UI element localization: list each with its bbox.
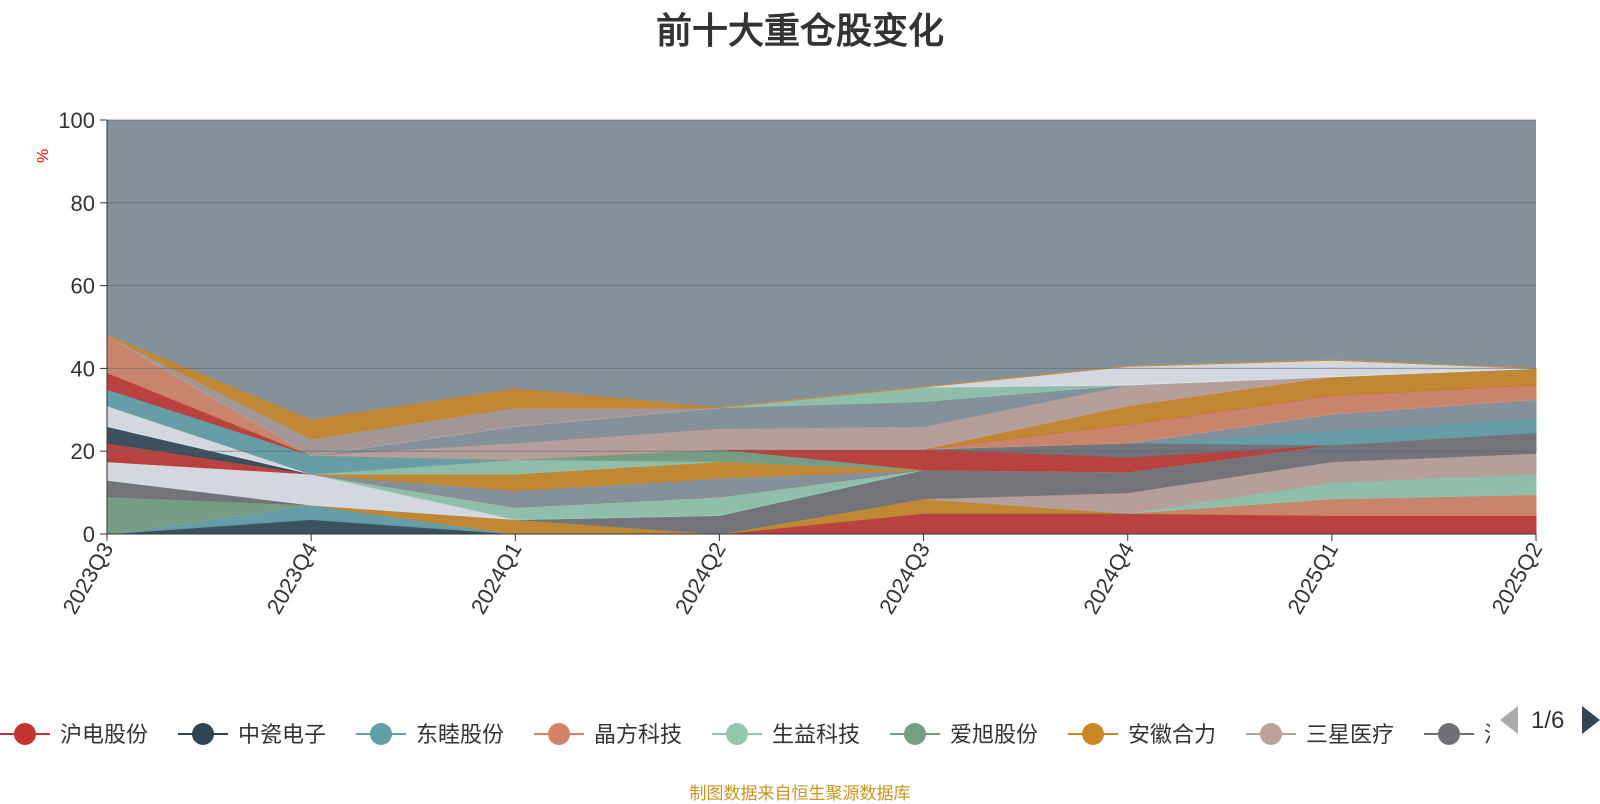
- legend-marker-icon: [548, 723, 570, 745]
- legend-marker-icon: [192, 723, 214, 745]
- legend-label: 沪: [1484, 722, 1506, 747]
- legend-marker-icon: [1438, 723, 1460, 745]
- legend-marker-icon: [1260, 723, 1282, 745]
- legend-item-东睦股份[interactable]: 东睦股份: [356, 722, 504, 747]
- legend-label: 三星医疗: [1306, 722, 1394, 747]
- legend-pager: 1/6: [1500, 706, 1600, 734]
- legend-label: 沪电股份: [60, 722, 148, 747]
- area-series-group: [106, 334, 1537, 535]
- legend-item-生益科技[interactable]: 生益科技: [712, 722, 860, 747]
- legend-item-爱旭股份[interactable]: 爱旭股份: [890, 722, 1038, 747]
- legend-label: 生益科技: [772, 722, 860, 747]
- legend-next-arrow-icon[interactable]: [1582, 706, 1600, 734]
- legend-marker-icon: [1082, 723, 1104, 745]
- y-axis-unit-label: %: [35, 149, 52, 163]
- chart-title: 前十大重仓股变化: [655, 10, 944, 51]
- x-tick-label: 2025Q1: [1282, 538, 1343, 618]
- x-tick-label: 2023Q3: [58, 538, 119, 618]
- legend-marker-icon: [904, 723, 926, 745]
- y-tick-label: 60: [71, 274, 95, 299]
- legend: 沪电股份 中瓷电子 东睦股份 晶方科技 生益科技 爱旭股份 安徽合力 三星医疗 沪: [0, 722, 1506, 747]
- legend-label: 东睦股份: [416, 722, 504, 747]
- y-tick-label: 100: [58, 108, 95, 133]
- legend-item-三星医疗[interactable]: 三星医疗: [1246, 722, 1394, 747]
- legend-prev-arrow-icon[interactable]: [1500, 706, 1518, 734]
- grid-lines: [107, 119, 1536, 452]
- x-tick-label: 2024Q1: [466, 538, 527, 618]
- legend-label: 晶方科技: [594, 722, 682, 747]
- data-source-note: 制图数据来自恒生聚源数据库: [689, 784, 911, 803]
- x-tick-label: 2023Q4: [262, 538, 323, 618]
- legend-item-中瓷电子[interactable]: 中瓷电子: [178, 722, 326, 747]
- x-tick-label: 2025Q2: [1487, 538, 1548, 618]
- x-tick-label: 2024Q2: [670, 538, 731, 618]
- y-tick-label: 0: [83, 522, 95, 547]
- y-tick-label: 80: [71, 191, 95, 216]
- x-tick-label: 2024Q4: [1078, 538, 1139, 618]
- legend-label: 安徽合力: [1128, 722, 1216, 747]
- legend-item-安徽合力[interactable]: 安徽合力: [1068, 722, 1216, 747]
- legend-item-晶方科技[interactable]: 晶方科技: [534, 722, 682, 747]
- legend-label: 爱旭股份: [950, 722, 1038, 747]
- legend-item-沪电股份[interactable]: 沪电股份: [0, 722, 148, 747]
- y-tick-label: 40: [71, 356, 95, 381]
- y-tick-label: 20: [71, 439, 95, 464]
- legend-marker-icon: [14, 723, 36, 745]
- legend-page-indicator: 1/6: [1531, 707, 1564, 734]
- legend-label: 中瓷电子: [238, 722, 326, 747]
- x-tick-label: 2024Q3: [874, 538, 935, 618]
- legend-marker-icon: [370, 723, 392, 745]
- legend-item-沪[interactable]: 沪: [1424, 722, 1506, 747]
- legend-marker-icon: [726, 723, 748, 745]
